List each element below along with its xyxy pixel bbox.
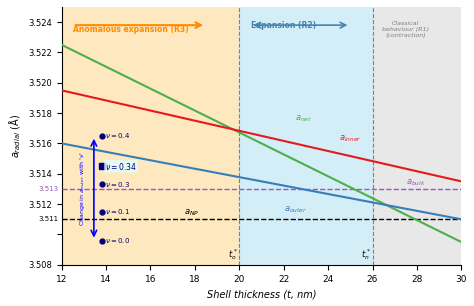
Text: $a_{outer}$: $a_{outer}$	[284, 205, 307, 215]
Text: $\nu=0.1$: $\nu=0.1$	[105, 207, 130, 216]
Text: Change in $a_{outer}$ with '$\nu$': Change in $a_{outer}$ with '$\nu$'	[78, 151, 87, 226]
Text: $a_{inner}$: $a_{inner}$	[339, 133, 362, 144]
X-axis label: Shell thickness (t, nm): Shell thickness (t, nm)	[207, 289, 316, 299]
Text: $t_n^*$: $t_n^*$	[361, 247, 371, 262]
Text: Classical
behaviour (R1)
(contraction): Classical behaviour (R1) (contraction)	[382, 21, 429, 38]
Text: 3.511: 3.511	[38, 216, 58, 222]
Text: 3.513: 3.513	[38, 186, 58, 192]
Text: $\nu=0.3$: $\nu=0.3$	[105, 180, 130, 189]
Y-axis label: $a_{radial}$ (Å): $a_{radial}$ (Å)	[7, 114, 23, 158]
Bar	[373, 7, 461, 265]
Text: $\nu=0.0$: $\nu=0.0$	[105, 236, 130, 245]
Text: Anomalous expansion (R3): Anomalous expansion (R3)	[73, 25, 189, 34]
Text: $a_{bulk}$: $a_{bulk}$	[406, 177, 426, 188]
Text: Expansion (R2): Expansion (R2)	[251, 21, 316, 30]
Bar	[239, 7, 373, 265]
Text: $a_{net}$: $a_{net}$	[295, 114, 312, 124]
Text: $a_{NP}$: $a_{NP}$	[184, 208, 199, 218]
Bar	[62, 7, 239, 265]
Text: $t_o^*$: $t_o^*$	[228, 247, 237, 262]
Text: $\nu=0.4$: $\nu=0.4$	[105, 131, 130, 140]
Text: $\nu=0.34$: $\nu=0.34$	[105, 161, 137, 172]
